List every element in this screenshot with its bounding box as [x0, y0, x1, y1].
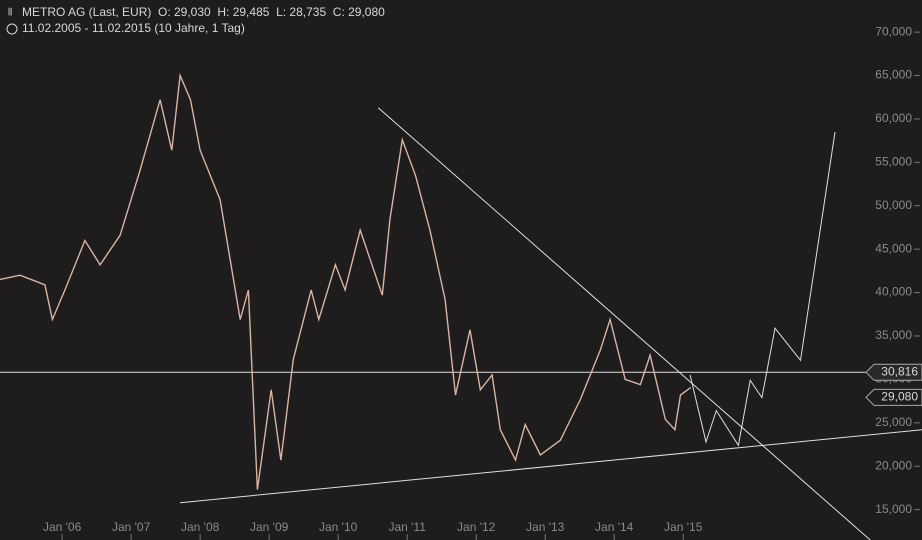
level-box [865, 363, 922, 381]
level-label: 30,816 [881, 364, 918, 378]
y-tick-label: 35,000 [875, 328, 912, 342]
x-tick-label: Jan '11 [388, 520, 426, 534]
clock-icon [6, 23, 18, 35]
x-tick-label: Jan '06 [43, 520, 82, 534]
x-tick-label: Jan '09 [250, 520, 289, 534]
y-tick-label: 25,000 [875, 415, 912, 429]
chart-title: METRO AG (Last, EUR) [22, 5, 151, 19]
trend-line [689, 131, 836, 447]
y-tick-label: 40,000 [875, 285, 912, 299]
y-tick-label: 15,000 [875, 502, 912, 516]
ohlc: O: 29,030 H: 29,485 L: 28,735 C: 29,080 [158, 5, 385, 19]
y-tick-label: 60,000 [875, 111, 912, 125]
y-tick-label: 65,000 [875, 68, 912, 82]
y-tick-label: 20,000 [875, 458, 912, 472]
x-tick-label: Jan '14 [595, 520, 634, 534]
x-tick-label: Jan '07 [112, 520, 151, 534]
x-tick-label: Jan '10 [319, 520, 358, 534]
subtitle: 11.02.2005 - 11.02.2015 (10 Jahre, 1 Tag… [22, 21, 245, 35]
trend-line [377, 107, 871, 540]
y-tick-label: 50,000 [875, 198, 912, 212]
x-tick-label: Jan '12 [457, 520, 496, 534]
x-tick-label: Jan '15 [664, 520, 703, 534]
trend-line [180, 429, 922, 504]
y-tick-label: 55,000 [875, 155, 912, 169]
last-box [865, 388, 922, 406]
x-tick-label: Jan '13 [526, 520, 565, 534]
last-label: 29,080 [881, 390, 918, 404]
icon: ⫴ [8, 8, 12, 19]
y-tick-label: 45,000 [875, 241, 912, 255]
price-line [0, 72, 692, 490]
y-tick-label: 70,000 [875, 24, 912, 38]
x-tick-label: Jan '08 [181, 520, 220, 534]
